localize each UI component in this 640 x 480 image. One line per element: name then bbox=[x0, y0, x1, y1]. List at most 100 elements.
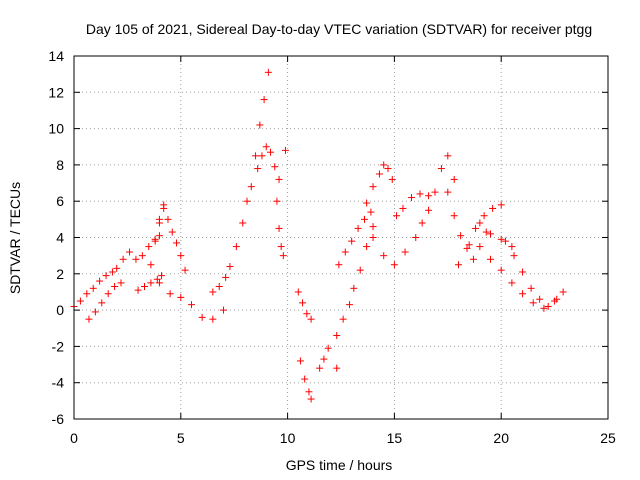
data-point bbox=[76, 297, 84, 305]
data-point bbox=[390, 261, 398, 269]
x-tick-label: 0 bbox=[70, 430, 78, 446]
data-point bbox=[463, 244, 471, 252]
data-point bbox=[497, 201, 505, 209]
data-point bbox=[469, 255, 477, 263]
data-point bbox=[356, 266, 364, 274]
data-point bbox=[559, 288, 567, 296]
data-point bbox=[215, 283, 223, 291]
data-point bbox=[102, 272, 110, 280]
series-track-v bbox=[454, 219, 516, 269]
series-track-h bbox=[209, 197, 251, 296]
data-point bbox=[480, 212, 488, 220]
data-point bbox=[147, 279, 155, 287]
data-point bbox=[166, 290, 174, 298]
series-track-u bbox=[444, 188, 490, 263]
data-point bbox=[187, 301, 195, 309]
data-point bbox=[508, 279, 516, 287]
data-point bbox=[104, 290, 112, 298]
data-point bbox=[96, 277, 104, 285]
y-axis-label: SDTVAR / TECUs bbox=[7, 182, 23, 294]
data-point bbox=[487, 255, 495, 263]
data-point bbox=[454, 261, 462, 269]
data-point bbox=[346, 301, 354, 309]
data-point bbox=[198, 313, 206, 321]
data-point bbox=[341, 248, 349, 256]
data-point bbox=[508, 243, 516, 251]
y-tick-label: -6 bbox=[52, 411, 65, 427]
series-track-w bbox=[472, 201, 505, 232]
data-point bbox=[155, 279, 163, 287]
data-point bbox=[279, 252, 287, 260]
grid-lines bbox=[74, 56, 608, 419]
data-point bbox=[425, 206, 433, 214]
data-point bbox=[243, 197, 251, 205]
data-point bbox=[145, 243, 153, 251]
data-point bbox=[497, 235, 505, 243]
data-point bbox=[333, 332, 341, 340]
data-point bbox=[164, 215, 172, 223]
data-point bbox=[303, 310, 311, 318]
data-points bbox=[70, 68, 567, 403]
y-tick-label: 6 bbox=[56, 193, 64, 209]
data-point bbox=[277, 243, 285, 251]
data-point bbox=[320, 355, 328, 363]
series-track-i bbox=[247, 68, 272, 191]
data-point bbox=[529, 299, 537, 307]
series-track-k bbox=[273, 146, 289, 260]
y-tick-label: -4 bbox=[52, 375, 65, 391]
data-point bbox=[153, 275, 161, 283]
series-track-e bbox=[155, 204, 189, 274]
data-point bbox=[367, 208, 375, 216]
data-point bbox=[294, 288, 302, 296]
data-point bbox=[239, 219, 247, 227]
x-tick-label: 15 bbox=[387, 430, 403, 446]
data-point bbox=[254, 165, 262, 173]
data-point bbox=[418, 219, 426, 227]
data-point bbox=[222, 273, 230, 281]
data-point bbox=[450, 212, 458, 220]
data-point bbox=[465, 241, 473, 249]
data-point bbox=[476, 243, 484, 251]
data-point bbox=[510, 252, 518, 260]
series-track-m bbox=[296, 357, 315, 403]
data-point bbox=[450, 175, 458, 183]
data-point bbox=[369, 183, 377, 191]
data-point bbox=[168, 228, 176, 236]
series-track-x bbox=[487, 255, 567, 312]
data-point bbox=[177, 252, 185, 260]
data-point bbox=[273, 197, 281, 205]
data-point bbox=[350, 284, 358, 292]
data-point bbox=[472, 224, 480, 232]
y-tick-label: 14 bbox=[48, 48, 64, 64]
series-track-y bbox=[501, 237, 561, 310]
series-track-l bbox=[294, 288, 315, 323]
data-point bbox=[497, 266, 505, 274]
series-track-r bbox=[369, 234, 420, 269]
x-tick-label: 10 bbox=[280, 430, 296, 446]
series-track-a bbox=[70, 268, 116, 310]
x-tick-label: 25 bbox=[600, 430, 616, 446]
data-point bbox=[393, 212, 401, 220]
data-point bbox=[348, 237, 356, 245]
data-point bbox=[91, 308, 99, 316]
data-point bbox=[553, 295, 561, 303]
data-point bbox=[444, 188, 452, 196]
series-track-b bbox=[85, 279, 125, 323]
data-point bbox=[339, 315, 347, 323]
data-point bbox=[181, 266, 189, 274]
series-track-f bbox=[147, 201, 168, 269]
data-point bbox=[111, 283, 119, 291]
data-point bbox=[307, 395, 315, 403]
data-point bbox=[226, 263, 234, 271]
data-point bbox=[299, 299, 307, 307]
data-point bbox=[335, 261, 343, 269]
data-point bbox=[264, 68, 272, 76]
data-point bbox=[324, 344, 332, 352]
data-point bbox=[260, 96, 268, 104]
data-point bbox=[482, 228, 490, 236]
data-point bbox=[437, 165, 445, 173]
data-point bbox=[158, 272, 166, 280]
data-point bbox=[305, 388, 313, 396]
x-tick-label: 5 bbox=[177, 430, 185, 446]
